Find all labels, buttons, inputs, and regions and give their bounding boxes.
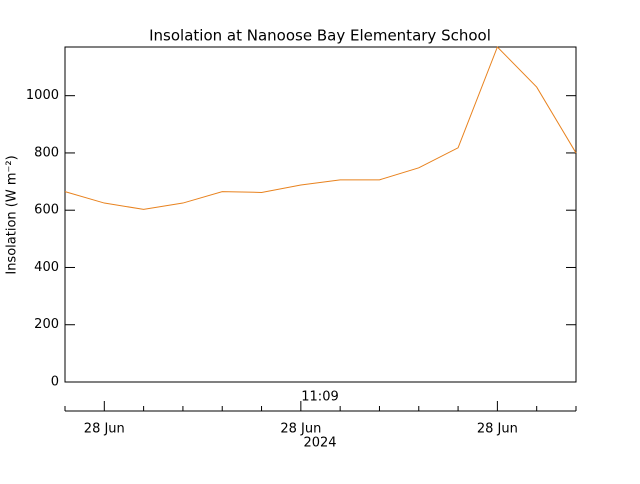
- plot-frame: [64, 46, 577, 383]
- chart-title: Insolation at Nanoose Bay Elementary Sch…: [149, 27, 491, 45]
- x-tick-label: 28 Jun: [477, 422, 518, 437]
- data-line: [64, 46, 577, 210]
- y-tick-label: 600: [34, 203, 59, 218]
- y-tick-label: 400: [34, 260, 59, 275]
- y-axis-label: Insolation (W m⁻²): [5, 155, 20, 274]
- time-label: 11:09: [301, 390, 338, 405]
- y-tick-label: 200: [34, 317, 59, 332]
- y-tick-label: 800: [34, 145, 59, 160]
- x-tick-label: 28 Jun: [280, 422, 321, 437]
- x-tick-label: 28 Jun: [84, 422, 125, 437]
- year-label: 2024: [303, 436, 336, 451]
- y-tick-label: 0: [51, 375, 59, 390]
- y-tick-label: 1000: [26, 88, 59, 103]
